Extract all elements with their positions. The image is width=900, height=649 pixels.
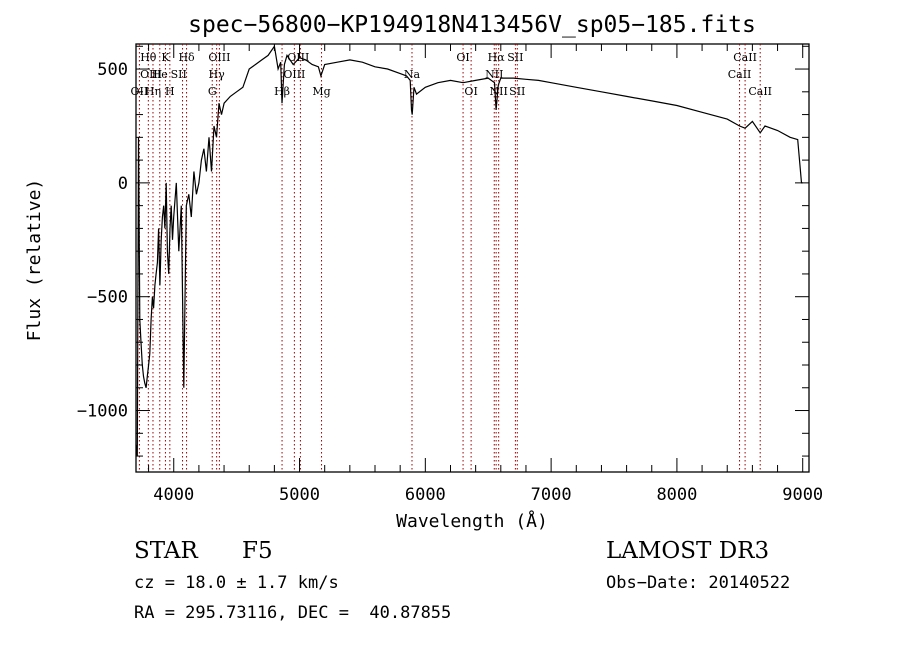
line-label-16: Na (404, 68, 421, 81)
sky-coordinates: RA = 295.73116, DEC = 40.87855 (134, 603, 452, 623)
line-label-13: OIII (283, 68, 305, 81)
y-axis-label: Flux (relative) (24, 179, 45, 342)
x-tick-label-6000: 6000 (405, 485, 446, 505)
line-label-6: H (165, 85, 175, 98)
line-label-23: SII (509, 85, 525, 98)
chart-title: spec−56800−KP194918N413456V_sp05−185.fit… (188, 12, 756, 38)
line-label-2: OIII (140, 68, 162, 81)
line-label-10: Hγ (209, 68, 226, 81)
x-axis-ticks: 4000 5000 6000 7000 8000 9000 (148, 44, 823, 505)
plot-frame (135, 43, 810, 473)
x-tick-label-7000: 7000 (531, 485, 572, 505)
line-label-3: Hη (145, 85, 161, 98)
line-label-20: SII (507, 51, 523, 64)
line-label-22: NII (490, 85, 508, 98)
y-tick-label-0: 0 (118, 174, 128, 194)
x-tick-label-4000: 4000 (153, 485, 194, 505)
y-tick-label--1000: −1000 (77, 402, 128, 422)
line-label-26: CaII (748, 85, 772, 98)
line-label-17: OI (456, 51, 469, 64)
spectrum-series-line (135, 44, 803, 457)
x-axis-label: Wavelength (Å) (396, 510, 548, 532)
spectrum-chart: spec−56800−KP194918N413456V_sp05−185.fit… (24, 12, 823, 532)
line-label-19: Hα (488, 51, 506, 64)
line-label-11: G (208, 85, 217, 98)
line-label-25: CaII (728, 68, 752, 81)
line-label-4: He (152, 68, 168, 81)
line-label-18: OI (464, 85, 477, 98)
emission-line-markers (138, 44, 761, 472)
y-tick-label-500: 500 (97, 60, 128, 80)
survey-name: LAMOST DR3 (606, 538, 770, 564)
line-label-21: NII (485, 68, 503, 81)
redshift-velocity: cz = 18.0 ± 1.7 km/s (134, 573, 339, 593)
object-class: STAR (134, 538, 198, 564)
observation-date: Obs−Date: 20140522 (606, 573, 791, 593)
line-label-7: SII (171, 68, 187, 81)
line-label-12: OIII (287, 51, 309, 64)
line-label-1: Hθ (140, 51, 157, 64)
x-tick-label-5000: 5000 (279, 485, 320, 505)
line-label-15: Mg (312, 85, 330, 98)
y-tick-label--500: −500 (87, 288, 128, 308)
object-subclass: F5 (242, 538, 273, 564)
y-axis-ticks: −1000 −500 0 500 (77, 45, 809, 457)
line-label-9: OIII (208, 51, 230, 64)
line-label-24: CaII (733, 51, 757, 64)
line-label-8: Hδ (178, 51, 195, 64)
x-tick-label-9000: 9000 (782, 485, 823, 505)
x-tick-label-8000: 8000 (656, 485, 697, 505)
line-label-5: K (161, 51, 170, 64)
